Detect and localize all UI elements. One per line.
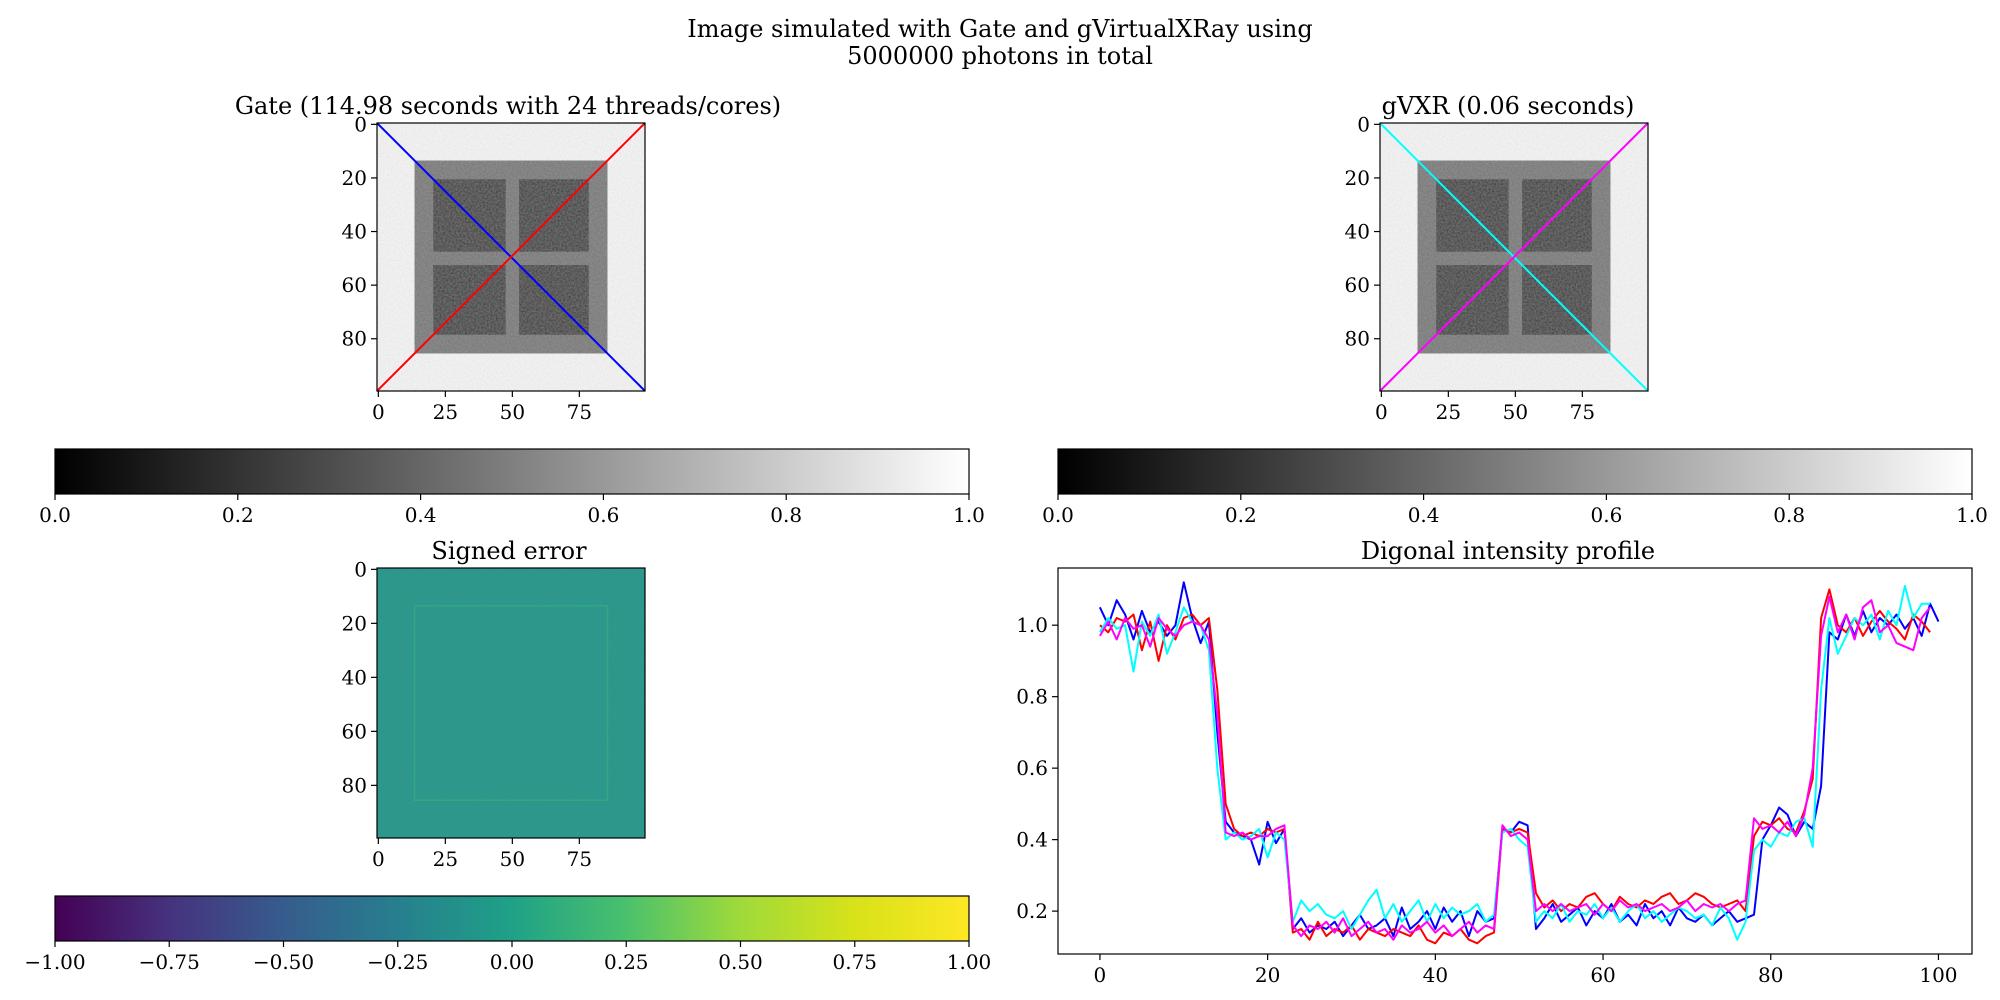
colorbar-tick-label: 0.75 (832, 950, 877, 974)
y-tick-label: 60 (342, 719, 367, 743)
diagonal-line-2 (376, 122, 646, 392)
y-tick-label: 0 (354, 112, 367, 136)
y-tick-label: 40 (1345, 220, 1370, 244)
colorbar-tick-label: 0.00 (490, 950, 535, 974)
colorbar-tick-label: 0.2 (1225, 503, 1257, 527)
gvxr-panel-title: gVXR (0.06 seconds) (1382, 92, 1635, 120)
x-tick-label: 0 (1375, 400, 1388, 424)
x-tick-label: 0 (1094, 963, 1107, 987)
gate-image-panel: Gate (114.98 seconds with 24 threads/cor… (235, 92, 781, 424)
y-tick-label: 0.8 (1016, 685, 1048, 709)
error-frame-edge (413, 605, 609, 801)
profile-title: Digonal intensity profile (1361, 537, 1655, 565)
y-tick-label: 40 (342, 665, 367, 689)
colorbar-tick-label: 0.8 (770, 503, 802, 527)
x-tick-label: 0 (372, 400, 385, 424)
profile-series-2 (1099, 588, 1931, 945)
error-pixels (377, 568, 645, 838)
gvxr-image-panel: gVXR (0.06 seconds) 0 25 50 75 0 20 40 60 80 (1345, 92, 1649, 424)
y-tick-label: 80 (1345, 327, 1370, 351)
image-frame (1379, 122, 1649, 392)
y-tick-label: 60 (342, 273, 367, 297)
signed-error-panel: Signed error 0 25 50 75 0 20 40 60 80 (342, 537, 646, 871)
y-tick-label: 0 (354, 557, 367, 581)
colorbar-tick-label: 0.2 (222, 503, 254, 527)
x-tick-label: 75 (567, 400, 592, 424)
colorbar-tick-label: 1.0 (1956, 503, 1988, 527)
figure-title-line-1: Image simulated with Gate and gVirtualXR… (687, 15, 1312, 43)
y-tick-label: 40 (342, 220, 367, 244)
y-tick-label: 0.4 (1016, 828, 1048, 852)
x-tick-label: 20 (1255, 963, 1280, 987)
x-tick-label: 75 (1570, 400, 1595, 424)
profile-chart-panel: Digonal intensity profile 0 20 40 60 80 100 0.… (1016, 537, 1973, 987)
error-background (377, 568, 645, 838)
signed-error-title: Signed error (431, 537, 587, 565)
y-tick-label: 0.2 (1016, 899, 1048, 923)
x-tick-label: 60 (1590, 963, 1615, 987)
colorbar-tick-label: 1.00 (947, 950, 992, 974)
gray-colorbar-right: 0.0 0.2 0.4 0.6 0.8 1.0 (1042, 448, 1988, 527)
profile-series-4 (1099, 595, 1931, 941)
colorbar-tick-label: 0.50 (718, 950, 763, 974)
gate-panel-title: Gate (114.98 seconds with 24 threads/cor… (235, 92, 781, 120)
colorbar-tick-label: 0.4 (405, 503, 437, 527)
x-tick-label: 25 (433, 400, 458, 424)
colorbar-tick-label: 0.0 (39, 503, 71, 527)
y-tick-label: 20 (342, 166, 367, 190)
x-tick-label: 75 (567, 847, 592, 871)
x-tick-label: 50 (500, 847, 525, 871)
colorbar-tick-label: 0.6 (1590, 503, 1622, 527)
diagonal-line-2 (1379, 122, 1649, 392)
y-tick-label: 0 (1357, 112, 1370, 136)
x-tick-label: 80 (1758, 963, 1783, 987)
x-tick-label: 100 (1919, 963, 1957, 987)
colorbar-gradient (54, 448, 970, 495)
colorbar-tick-label: −0.75 (139, 950, 200, 974)
x-tick-label: 25 (1436, 400, 1461, 424)
colorbar-gradient (54, 895, 970, 942)
colorbar-tick-label: 0.8 (1773, 503, 1805, 527)
y-tick-label: 1.0 (1016, 613, 1048, 637)
colorbar-tick-label: −1.00 (24, 950, 85, 974)
y-tick-label: 80 (342, 773, 367, 797)
x-tick-label: 25 (433, 847, 458, 871)
colorbar-tick-label: 0.0 (1042, 503, 1074, 527)
profile-series-3 (1099, 584, 1931, 941)
plot-frame (1057, 567, 1973, 955)
x-tick-label: 50 (500, 400, 525, 424)
error-colorbar: −1.00 −0.75 −0.50 −0.25 0.00 0.25 0.50 0.75 1.00 (24, 895, 992, 974)
colorbar-gradient (1057, 448, 1973, 495)
y-tick-label: 0.6 (1016, 756, 1048, 780)
image-frame (376, 567, 646, 839)
colorbar-tick-label: 0.4 (1408, 503, 1440, 527)
x-tick-label: 50 (1503, 400, 1528, 424)
colorbar-tick-label: 0.25 (604, 950, 649, 974)
x-tick-label: 0 (372, 847, 385, 871)
colorbar-tick-label: −0.50 (253, 950, 314, 974)
image-frame (376, 122, 646, 392)
y-tick-label: 80 (342, 327, 367, 351)
gray-colorbar-left: 0.0 0.2 0.4 0.6 0.8 1.0 (39, 448, 985, 527)
y-tick-label: 20 (342, 611, 367, 635)
y-tick-label: 60 (1345, 273, 1370, 297)
x-tick-label: 40 (1423, 963, 1448, 987)
colorbar-tick-label: 0.6 (587, 503, 619, 527)
figure-title-line-2: 5000000 photons in total (847, 42, 1153, 70)
colorbar-tick-label: −0.25 (367, 950, 428, 974)
y-tick-label: 20 (1345, 166, 1370, 190)
colorbar-tick-label: 1.0 (953, 503, 985, 527)
